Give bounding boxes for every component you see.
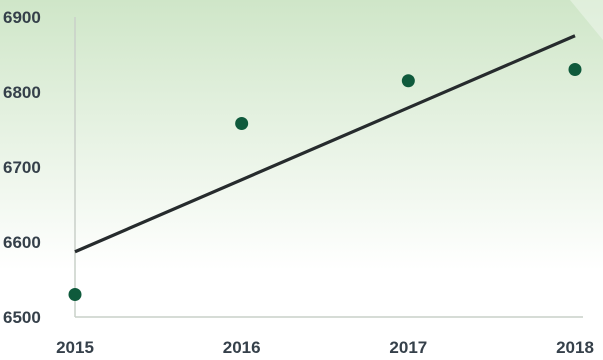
y-tick-label: 6600: [3, 233, 41, 252]
x-tick-label: 2017: [389, 338, 427, 357]
y-tick-label: 6800: [3, 83, 41, 102]
data-point: [401, 74, 415, 88]
corner-highlight: [570, 0, 603, 40]
x-tick-label: 2018: [556, 338, 594, 357]
x-tick-labels: 2015 2016 2017 2018: [56, 338, 594, 357]
data-point: [568, 63, 582, 76]
x-tick-label: 2015: [56, 338, 94, 357]
x-tick-label: 2016: [223, 338, 261, 357]
y-tick-labels: 6500 6600 6700 6800 6900: [3, 8, 41, 327]
data-point: [68, 288, 82, 301]
data-point: [235, 117, 249, 130]
trendline: [74, 34, 576, 254]
y-tick-label: 6900: [3, 8, 41, 27]
y-tick-label: 6500: [3, 308, 41, 327]
data-points: [68, 63, 582, 301]
y-tick-label: 6700: [3, 158, 41, 177]
